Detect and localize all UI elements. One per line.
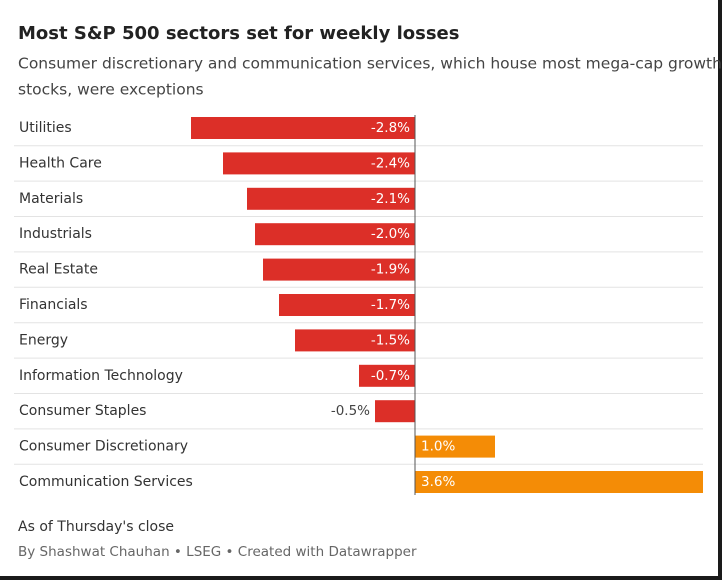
category-label: Consumer Discretionary [19, 439, 188, 455]
category-label: Communication Services [19, 474, 193, 490]
value-label: 3.6% [421, 474, 455, 490]
bar [247, 187, 415, 210]
value-label: -1.9% [371, 262, 410, 278]
bar [263, 258, 415, 281]
chart-subtitle: stocks, were exceptions [18, 81, 204, 99]
chart-title: Most S&P 500 sectors set for weekly loss… [18, 23, 459, 44]
bar [415, 435, 495, 458]
source: By Shashwat Chauhan • LSEG • Created wit… [18, 544, 417, 560]
bar [223, 152, 415, 175]
category-label: Industrials [19, 226, 92, 242]
category-label: Information Technology [19, 368, 183, 384]
category-label: Energy [19, 332, 68, 348]
value-label: -2.0% [371, 226, 410, 242]
bar [255, 223, 415, 246]
note: As of Thursday's close [18, 519, 174, 535]
value-label: -2.1% [371, 191, 410, 207]
value-label: -2.8% [371, 120, 410, 136]
value-label: -1.7% [371, 297, 410, 313]
bar [279, 294, 415, 316]
bar [375, 400, 415, 423]
chart-subtitle: Consumer discretionary and communication… [18, 55, 722, 73]
category-label: Consumer Staples [19, 403, 146, 419]
bar [415, 471, 703, 493]
category-label: Real Estate [19, 262, 98, 278]
category-label: Health Care [19, 155, 102, 171]
value-label: -2.4% [371, 155, 410, 171]
bar [295, 329, 415, 352]
bar [359, 364, 415, 387]
value-label: -0.7% [371, 368, 410, 384]
bar [191, 117, 415, 139]
value-label: -0.5% [331, 403, 370, 419]
category-label: Utilities [19, 120, 72, 136]
value-label: -1.5% [371, 332, 410, 348]
category-label: Financials [19, 297, 88, 313]
category-label: Materials [19, 191, 83, 207]
value-label: 1.0% [421, 439, 455, 455]
